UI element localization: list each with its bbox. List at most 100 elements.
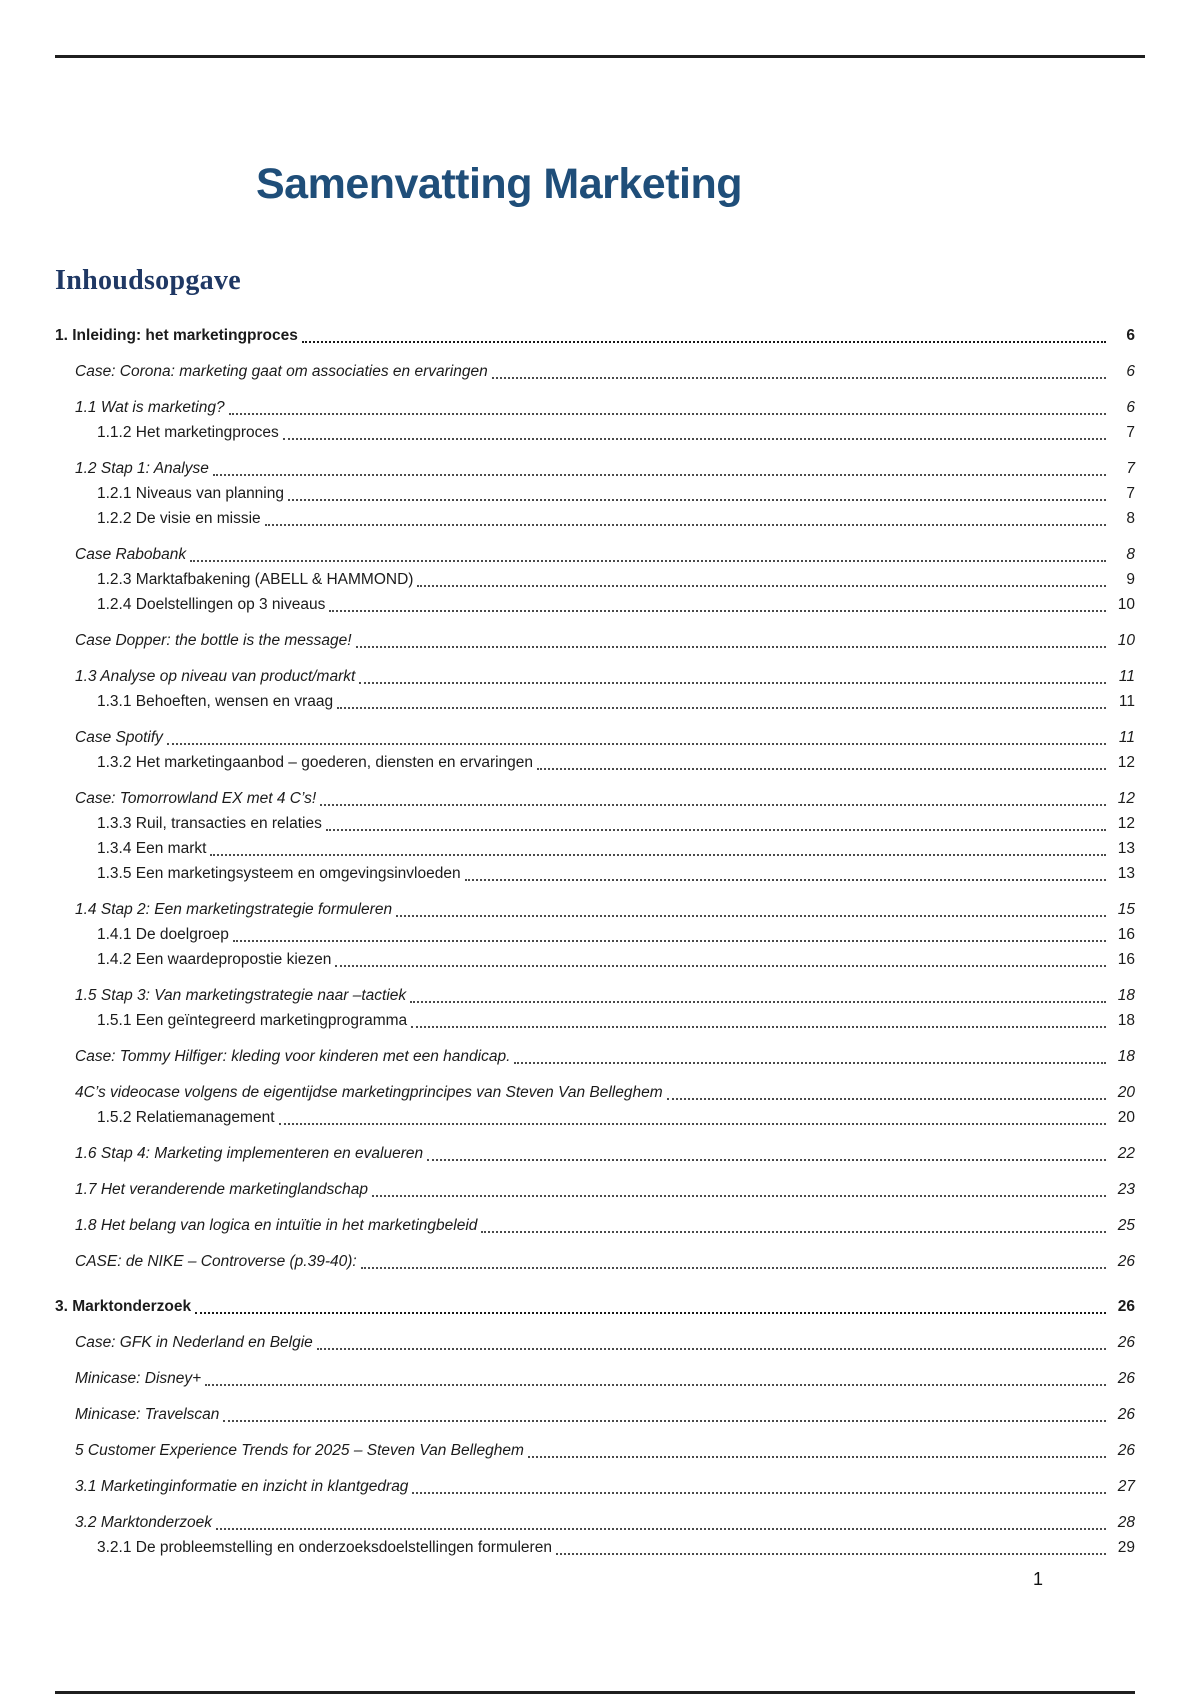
toc-entry-label: 1.8 Het belang van logica en intuïtie in… (75, 1217, 478, 1234)
toc-entry-label: Case: Corona: marketing gaat om associat… (75, 363, 488, 380)
dotted-leader (412, 1492, 1106, 1494)
toc-heading: Inhoudsopgave (55, 265, 241, 296)
toc-entry-label: 1.4 Stap 2: Een marketingstrategie formu… (75, 901, 393, 918)
toc-entry-page: 20 (1117, 1109, 1135, 1126)
toc-entry: 1.6 Stap 4: Marketing implementeren en e… (55, 1141, 1135, 1166)
toc-entry-label: 1. Inleiding: het marketingproces (55, 327, 298, 344)
toc-entry-label: 1.3.3 Ruil, transacties en relaties (97, 815, 322, 832)
dotted-leader (288, 499, 1106, 501)
dotted-leader (360, 1267, 1106, 1269)
toc-entry-label: 3.1 Marketinginformatie en inzicht in kl… (75, 1478, 409, 1495)
toc-entry-page: 25 (1117, 1217, 1135, 1234)
toc-entry: CASE: de NIKE – Controverse (p.39-40): 2… (55, 1249, 1135, 1274)
dotted-leader (527, 1456, 1106, 1458)
toc-entry-label: Case Spotify (75, 729, 163, 746)
toc-entry-label: 1.2.3 Marktafbakening (ABELL & HAMMOND) (97, 571, 414, 588)
toc-entry-label: 1.3.4 Een markt (97, 840, 207, 857)
toc-entry-label: 1.5 Stap 3: Van marketingstrategie naar … (75, 987, 407, 1004)
dotted-leader (427, 1159, 1106, 1161)
toc-entry: 1.1 Wat is marketing? 6 (55, 395, 1135, 420)
dotted-leader (282, 438, 1106, 440)
toc-entry-label: Case: Tommy Hilfiger: kleding voor kinde… (75, 1048, 511, 1065)
toc-entry-label: 1.3.1 Behoeften, wensen en vraag (97, 693, 334, 710)
toc-entry: 1.8 Het belang van logica en intuïtie in… (55, 1213, 1135, 1238)
toc-entry: 1.4 Stap 2: Een marketingstrategie formu… (55, 897, 1135, 922)
toc-entry-label: 1.2.2 De visie en missie (97, 510, 261, 527)
toc-entry-page: 6 (1126, 363, 1135, 380)
toc-entry-page: 10 (1117, 632, 1135, 649)
toc-entry-page: 7 (1126, 424, 1135, 441)
toc-entry: 1.3 Analyse op niveau van product/markt … (55, 664, 1135, 689)
toc-entry-page: 26 (1117, 1334, 1135, 1351)
toc-entry-page: 12 (1117, 754, 1135, 771)
toc-entry: 1.3.4 Een markt 13 (55, 836, 1135, 861)
dotted-leader (411, 1026, 1106, 1028)
toc-entry-page: 7 (1126, 460, 1135, 477)
dotted-leader (335, 965, 1106, 967)
toc-entry-page: 11 (1118, 729, 1135, 746)
toc-entry-page: 26 (1117, 1298, 1135, 1315)
toc-entry-page: 26 (1117, 1406, 1135, 1423)
toc-entry: 1.3.3 Ruil, transacties en relaties 12 (55, 811, 1135, 836)
toc-entry-label: 1.2 Stap 1: Analyse (75, 460, 209, 477)
dotted-leader (320, 804, 1106, 806)
dotted-leader (329, 610, 1106, 612)
dotted-leader (417, 585, 1106, 587)
top-rule (55, 55, 1145, 58)
toc-entry-label: 1.1.2 Het marketingproces (97, 424, 279, 441)
toc-entry-label: Case Dopper: the bottle is the message! (75, 632, 352, 649)
toc-entry-page: 11 (1118, 668, 1135, 685)
dotted-leader (337, 707, 1106, 709)
dotted-leader (212, 474, 1106, 476)
dotted-leader (216, 1528, 1106, 1530)
toc-entry-page: 6 (1126, 399, 1135, 416)
toc-entry-page: 16 (1117, 926, 1135, 943)
toc-entry: Case Rabobank 8 (55, 542, 1135, 567)
toc-entry: 4C’s videocase volgens de eigentijdse ma… (55, 1080, 1135, 1105)
toc-entry-page: 15 (1117, 901, 1135, 918)
toc-entry-label: 1.7 Het veranderende marketinglandschap (75, 1181, 368, 1198)
toc-entry: 5 Customer Experience Trends for 2025 – … (55, 1438, 1135, 1463)
toc-entry: Case Dopper: the bottle is the message! … (55, 628, 1135, 653)
dotted-leader (537, 768, 1106, 770)
toc-entry-label: 3.2.1 De probleemstelling en onderzoeksd… (97, 1539, 552, 1556)
toc-entry-label: Case Rabobank (75, 546, 187, 563)
toc-entry-page: 16 (1117, 951, 1135, 968)
toc-entry-page: 9 (1126, 571, 1135, 588)
dotted-leader (223, 1420, 1106, 1422)
dotted-leader (481, 1231, 1106, 1233)
toc-entry-page: 22 (1117, 1145, 1135, 1162)
dotted-leader (491, 377, 1106, 379)
dotted-leader (355, 646, 1106, 648)
toc-entry-label: 1.4.1 De doelgroep (97, 926, 229, 943)
dotted-leader (464, 879, 1106, 881)
toc-entry-page: 18 (1117, 987, 1135, 1004)
toc-entry-page: 11 (1118, 693, 1135, 710)
dotted-leader (555, 1553, 1106, 1555)
toc-entry: 1.5.2 Relatiemanagement 20 (55, 1105, 1135, 1130)
toc-entry: 1.7 Het veranderende marketinglandschap … (55, 1177, 1135, 1202)
toc-entry-page: 13 (1117, 840, 1135, 857)
toc-entry-page: 18 (1117, 1012, 1135, 1029)
toc-entry: 1.5.1 Een geïntegreerd marketingprogramm… (55, 1008, 1135, 1033)
toc-entry-label: Minicase: Disney+ (75, 1370, 202, 1387)
dotted-leader (301, 341, 1106, 343)
toc-entry: Case Spotify 11 (55, 725, 1135, 750)
toc-entry-page: 10 (1117, 596, 1135, 613)
toc-entry: Case: Tomorrowland EX met 4 C’s! 12 (55, 786, 1135, 811)
toc-entry-page: 27 (1117, 1478, 1135, 1495)
toc-entry-label: 5 Customer Experience Trends for 2025 – … (75, 1442, 524, 1459)
toc-entry-page: 26 (1117, 1370, 1135, 1387)
toc-entry-page: 18 (1117, 1048, 1135, 1065)
toc-entry: 3.2.1 De probleemstelling en onderzoeksd… (55, 1535, 1135, 1560)
toc-entry-label: 1.1 Wat is marketing? (75, 399, 225, 416)
toc-entry-page: 29 (1117, 1539, 1135, 1556)
toc-entry: 1.3.2 Het marketingaanbod – goederen, di… (55, 750, 1135, 775)
toc-entry-label: 1.5.2 Relatiemanagement (97, 1109, 275, 1126)
toc-entry-page: 20 (1117, 1084, 1135, 1101)
toc-entry-label: 1.5.1 Een geïntegreerd marketingprogramm… (97, 1012, 408, 1029)
toc-entry-label: Case: GFK in Nederland en Belgie (75, 1334, 313, 1351)
toc-entry-page: 13 (1117, 865, 1135, 882)
toc-entry-page: 23 (1117, 1181, 1135, 1198)
